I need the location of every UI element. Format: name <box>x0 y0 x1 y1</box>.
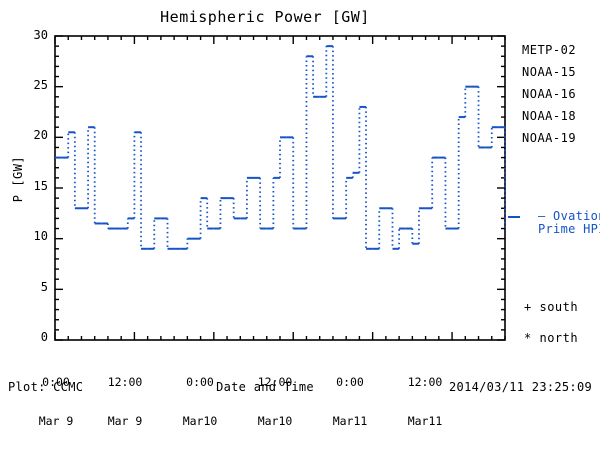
y-tick-label-10: 10 <box>33 229 48 243</box>
plot-timestamp: 2014/03/11 23:25:09 <box>449 380 592 394</box>
y-tick-label-0: 0 <box>40 330 48 344</box>
y-axis-ticks <box>55 35 505 341</box>
x-tick-time-3: 12:00 <box>257 375 293 389</box>
legend-label-noaa-19: NOAA-19 <box>522 131 577 145</box>
x-axis-ticks <box>54 36 506 340</box>
legend-item-north: * north <box>524 331 578 345</box>
legend-label-noaa-16: NOAA-16 <box>522 87 577 101</box>
plot-frame <box>54 35 506 341</box>
data-series-ovation-prime-hpi <box>55 45 506 250</box>
legend-label-noaa-18: NOAA-18 <box>522 109 577 123</box>
legend-item-noaa-19[interactable]: NOAA-19 <box>522 131 576 145</box>
x-tick-time-5: 12:00 <box>407 375 443 389</box>
legend-item-metp-02[interactable]: METP-02 <box>522 43 576 57</box>
y-tick-label-5: 5 <box>40 280 48 294</box>
plus-icon: + <box>524 300 532 314</box>
legend-label-metp-02: METP-02 <box>522 43 577 57</box>
plot-area <box>54 35 520 341</box>
legend-item-noaa-18[interactable]: NOAA-18 <box>522 109 576 123</box>
y-tick-label-25: 25 <box>33 78 48 92</box>
legend-item-noaa-16[interactable]: NOAA-16 <box>522 87 576 101</box>
y-tick-label-15: 15 <box>33 179 48 193</box>
chart-title: Hemispheric Power [GW] <box>160 8 370 26</box>
y-tick-label-30: 30 <box>33 28 48 42</box>
y-tick-label-20: 20 <box>33 128 48 142</box>
x-axis-label: Date and Time <box>216 380 314 394</box>
legend-item-ovation-prime-hpi[interactable]: – Ovation Prime HPI <box>538 209 600 236</box>
x-tick-time-1: 12:00 <box>107 375 143 389</box>
legend-label-north: north <box>539 331 579 345</box>
x-tick-date-5: Mar11 <box>407 414 443 428</box>
plot-canvas: Hemispheric Power [GW] P [GW] 0 5 10 15 … <box>8 8 600 428</box>
legend-item-noaa-15[interactable]: NOAA-15 <box>522 65 576 79</box>
asterisk-icon: * <box>524 331 532 345</box>
legend-label-noaa-15: NOAA-15 <box>522 65 577 79</box>
legend-label-south: south <box>539 300 579 314</box>
x-tick-time-2: 0:00 <box>186 375 214 389</box>
plot-credit: Plot: CCMC <box>8 380 84 394</box>
x-tick-time-4: 0:00 <box>336 375 364 389</box>
legend-item-south: + south <box>524 300 578 314</box>
x-tick-time-0: 0:00 <box>42 375 70 389</box>
